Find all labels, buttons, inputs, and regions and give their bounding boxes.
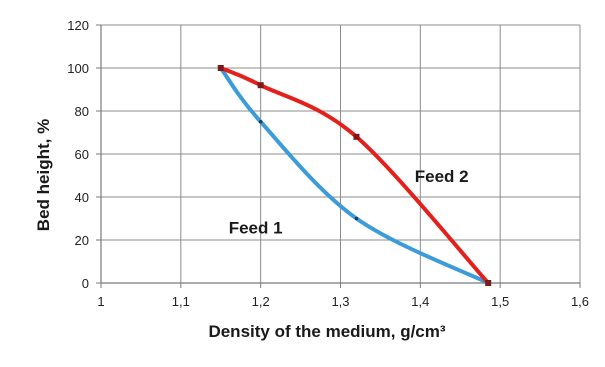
x-tick-label: 1,6 xyxy=(571,294,589,309)
series-line-feed-2 xyxy=(218,66,491,285)
y-tick-labels: 0 20 40 60 80 100 120 xyxy=(67,18,89,291)
x-tick-label: 1,2 xyxy=(252,294,270,309)
y-tick-label: 40 xyxy=(75,190,89,205)
y-tick-label: 20 xyxy=(75,233,89,248)
y-tick-label: 0 xyxy=(82,276,89,291)
series-annotations: Feed 1 Feed 2 xyxy=(229,167,469,238)
x-tick-labels: 1 1,1 1,2 1,3 1,4 1,5 1,6 xyxy=(97,294,589,309)
x-tick-label: 1,1 xyxy=(172,294,190,309)
data-point-feed-2 xyxy=(485,280,492,286)
gridlines xyxy=(101,24,581,283)
series-label: Feed 1 xyxy=(229,219,283,238)
y-tick-label: 120 xyxy=(67,18,89,33)
data-point-feed-2 xyxy=(217,65,224,71)
data-point-feed-2 xyxy=(257,82,264,89)
x-tick-label: 1,4 xyxy=(411,294,429,309)
x-tick-label: 1 xyxy=(97,294,104,309)
y-tick-label: 80 xyxy=(75,104,89,119)
x-axis-title: Density of the medium, g/cm³ xyxy=(208,322,445,341)
y-tick-label: 60 xyxy=(75,147,89,162)
x-tick-label: 1,5 xyxy=(491,294,509,309)
data-point-feed-1 xyxy=(258,119,263,124)
x-tick-label: 1,3 xyxy=(331,294,349,309)
series-label: Feed 2 xyxy=(415,167,469,186)
series-line-feed-1 xyxy=(218,66,491,285)
series-feed-2 xyxy=(217,65,492,286)
y-tick-label: 100 xyxy=(67,61,89,76)
y-axis-title: Bed height, % xyxy=(34,119,53,231)
series-layer xyxy=(217,65,492,286)
data-point-feed-1 xyxy=(354,216,359,221)
axes xyxy=(96,24,581,288)
data-point-feed-2 xyxy=(353,133,360,140)
